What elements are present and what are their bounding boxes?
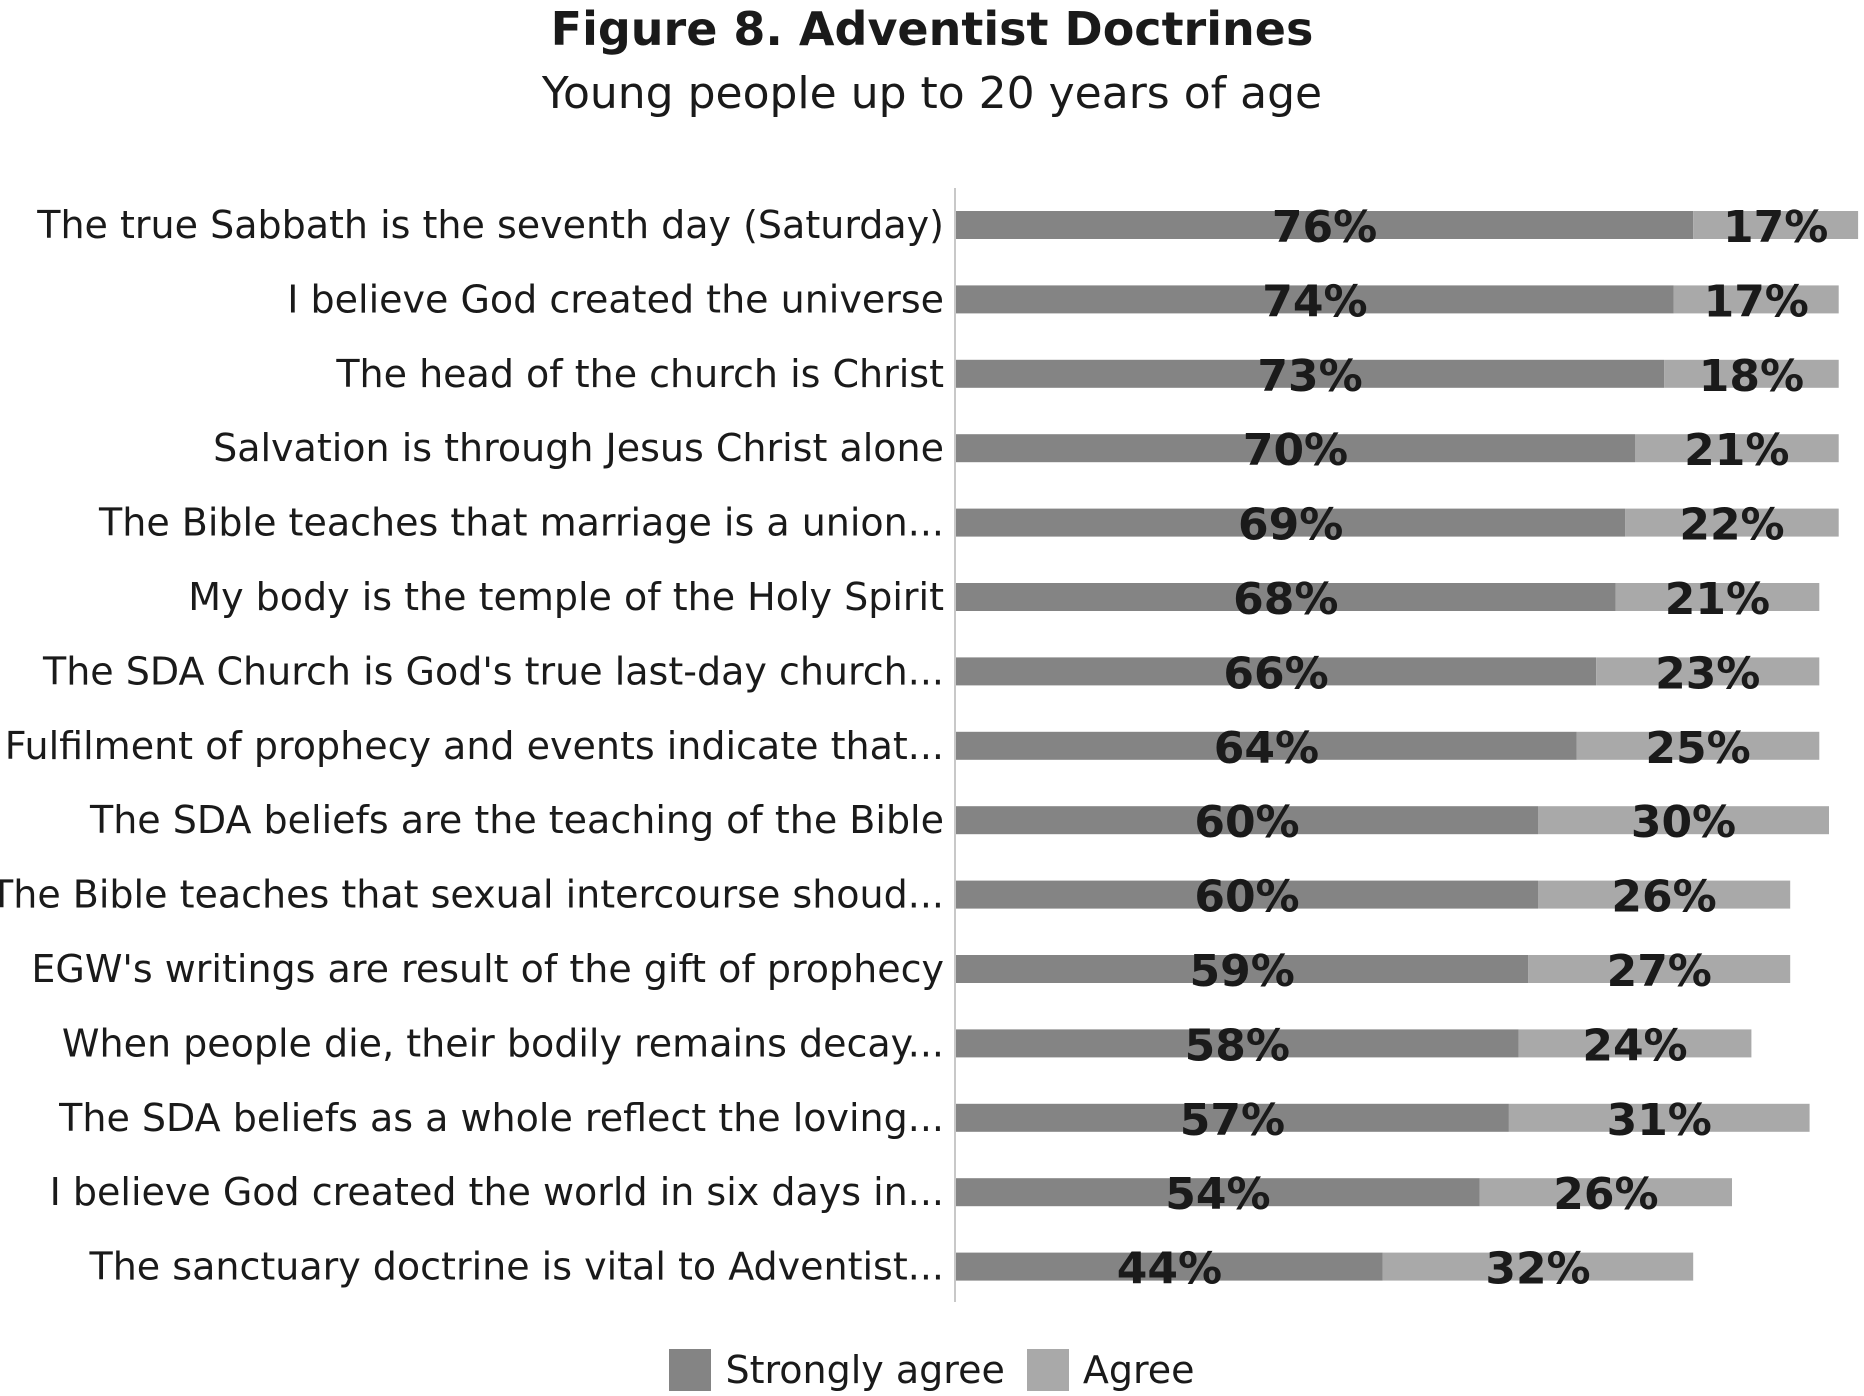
bar-strongly-agree xyxy=(956,583,1616,611)
bar-agree xyxy=(1635,434,1839,463)
value-label-agree: 32% xyxy=(1485,1244,1590,1295)
value-label-agree: 27% xyxy=(1607,946,1712,997)
value-label-agree: 30% xyxy=(1631,797,1736,848)
category-label: My body is the temple of the Holy Spirit xyxy=(188,575,944,619)
bar-agree xyxy=(1518,1029,1752,1058)
value-label-agree: 25% xyxy=(1645,723,1750,774)
value-label-agree: 21% xyxy=(1665,574,1770,625)
category-labels: The true Sabbath is the seventh day (Sat… xyxy=(0,203,944,1289)
value-label-strongly-agree: 68% xyxy=(1233,574,1338,625)
value-label-strongly-agree: 44% xyxy=(1117,1244,1222,1295)
value-label-agree: 26% xyxy=(1611,872,1716,923)
value-label-agree: 22% xyxy=(1679,500,1784,551)
legend-label-agree: Agree xyxy=(1082,1348,1195,1392)
legend: Strongly agree Agree xyxy=(0,1348,1864,1392)
value-label-strongly-agree: 57% xyxy=(1180,1095,1285,1146)
bar-strongly-agree xyxy=(956,880,1538,909)
bar-strongly-agree xyxy=(956,1178,1480,1207)
bar-agree xyxy=(1625,508,1839,537)
value-label-strongly-agree: 64% xyxy=(1214,723,1319,774)
category-label: The true Sabbath is the seventh day (Sat… xyxy=(36,203,944,247)
bar-agree xyxy=(1382,1252,1694,1281)
bar-agree xyxy=(1673,285,1839,314)
value-label-strongly-agree: 60% xyxy=(1194,797,1299,848)
bar-agree xyxy=(1538,806,1829,835)
chart-subtitle: Young people up to 20 years of age xyxy=(541,68,1323,119)
bar-strongly-agree xyxy=(956,285,1674,314)
value-label-strongly-agree: 60% xyxy=(1194,872,1299,923)
category-label: The SDA beliefs as a whole reflect the l… xyxy=(58,1096,944,1140)
value-label-agree: 21% xyxy=(1684,425,1789,476)
category-label: The sanctuary doctrine is vital to Adven… xyxy=(89,1245,944,1289)
legend-swatch-agree xyxy=(1026,1349,1069,1391)
category-label: Fulfilment of prophecy and events indica… xyxy=(5,724,944,768)
legend-item-agree: Agree xyxy=(1026,1348,1195,1392)
value-label-strongly-agree: 54% xyxy=(1165,1169,1270,1220)
category-label: EGW's writings are result of the gift of… xyxy=(31,947,944,991)
category-label: The Bible teaches that marriage is a uni… xyxy=(98,501,944,545)
legend-swatch-strongly-agree xyxy=(669,1349,712,1391)
category-label: The Bible teaches that sexual intercours… xyxy=(0,873,944,917)
category-label: I believe God created the universe xyxy=(287,277,944,321)
value-label-strongly-agree: 74% xyxy=(1262,276,1367,327)
category-label: The SDA Church is God's true last-day ch… xyxy=(42,649,944,693)
value-label-agree: 18% xyxy=(1699,351,1804,402)
category-label: I believe God created the world in six d… xyxy=(50,1170,944,1214)
bar-strongly-agree xyxy=(956,1103,1509,1132)
value-labels: 76% 17% 74% 17% 73% 18% 70% 21% 69% 22% 68% 21% 66% 2… xyxy=(1117,202,1829,1295)
legend-label-strongly-agree: Strongly agree xyxy=(725,1348,1005,1392)
bar-strongly-agree xyxy=(956,434,1635,463)
value-label-strongly-agree: 70% xyxy=(1243,425,1348,476)
bar-agree xyxy=(1576,731,1820,760)
bar-agree xyxy=(1538,880,1791,909)
value-label-strongly-agree: 76% xyxy=(1272,202,1377,253)
bars xyxy=(956,211,1859,1281)
bar-strongly-agree xyxy=(956,211,1694,239)
bar-agree xyxy=(1664,359,1839,388)
value-label-strongly-agree: 59% xyxy=(1189,946,1294,997)
bar-agree xyxy=(1596,657,1820,686)
legend-item-strongly-agree: Strongly agree xyxy=(669,1348,1005,1392)
bar-strongly-agree xyxy=(956,1252,1383,1281)
bar-strongly-agree xyxy=(956,508,1626,537)
bar-strongly-agree xyxy=(956,806,1538,835)
bar-agree xyxy=(1615,583,1820,611)
value-label-agree: 17% xyxy=(1723,202,1828,253)
value-label-strongly-agree: 69% xyxy=(1238,500,1343,551)
value-label-agree: 17% xyxy=(1704,276,1809,327)
bar-strongly-agree xyxy=(956,955,1529,983)
category-label: When people die, their bodily remains de… xyxy=(62,1021,944,1065)
bar-chart-plot: The true Sabbath is the seventh day (Sat… xyxy=(0,188,1859,1302)
bar-agree xyxy=(1528,955,1791,983)
bar-agree xyxy=(1693,211,1859,239)
chart-title: Figure 8. Adventist Doctrines xyxy=(550,2,1314,56)
bar-strongly-agree xyxy=(956,657,1597,686)
value-label-agree: 23% xyxy=(1655,648,1760,699)
value-label-strongly-agree: 66% xyxy=(1223,648,1328,699)
value-label-agree: 26% xyxy=(1553,1169,1658,1220)
bar-strongly-agree xyxy=(956,731,1577,760)
value-label-agree: 31% xyxy=(1607,1095,1712,1146)
category-label: Salvation is through Jesus Christ alone xyxy=(213,426,944,470)
category-label: The SDA beliefs are the teaching of the … xyxy=(89,798,944,842)
value-label-agree: 24% xyxy=(1582,1020,1687,1071)
bar-agree xyxy=(1508,1103,1810,1132)
bar-strongly-agree xyxy=(956,359,1665,388)
bar-strongly-agree xyxy=(956,1029,1519,1058)
bar-agree xyxy=(1479,1178,1732,1207)
value-label-strongly-agree: 58% xyxy=(1185,1020,1290,1071)
value-label-strongly-agree: 73% xyxy=(1257,351,1362,402)
category-label: The head of the church is Christ xyxy=(335,352,944,396)
